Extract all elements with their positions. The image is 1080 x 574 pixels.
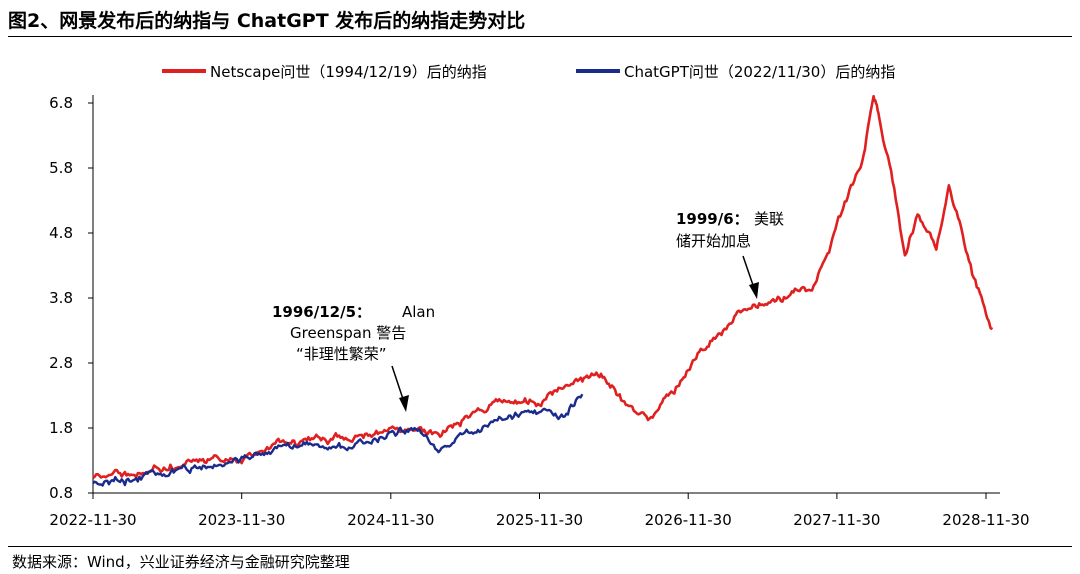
x-tick-label: 2022-11-30 <box>49 511 136 529</box>
annotation-1-arrow <box>391 365 405 403</box>
y-tick-label: 0.8 <box>49 484 73 502</box>
series-layer <box>92 94 994 487</box>
x-tick-label: 2024-11-30 <box>347 511 434 529</box>
title-underline <box>8 36 1072 37</box>
annotation-2-arrow <box>742 255 755 289</box>
series-line-netscape <box>92 94 994 479</box>
y-tick-label: 2.8 <box>49 354 73 372</box>
x-tick-label: 2025-11-30 <box>496 511 583 529</box>
annotation-1-line3: “非理性繁荣” <box>296 345 387 363</box>
y-tick-label: 1.8 <box>49 419 73 437</box>
annotations: 1996/12/5： Alan Greenspan 警告 “非理性繁荣” 199… <box>272 210 784 412</box>
x-tick-label: 2028-11-30 <box>942 511 1029 529</box>
footer-rule <box>8 546 1072 547</box>
annotation-1-date: 1996/12/5： <box>272 303 371 321</box>
annotation-2-line1: 美联 <box>754 210 784 228</box>
y-tick-label: 6.8 <box>49 94 73 112</box>
chart-legend: Netscape问世（1994/12/19）后的纳指 ChatGPT问世（202… <box>162 63 895 81</box>
legend-label-chatgpt: ChatGPT问世（2022/11/30）后的纳指 <box>624 63 895 81</box>
source-note: 数据来源：Wind，兴业证券经济与金融研究院整理 <box>12 553 350 571</box>
legend-label-netscape: Netscape问世（1994/12/19）后的纳指 <box>210 63 487 81</box>
x-tick-label: 2027-11-30 <box>793 511 880 529</box>
chart-axes: 0.8 1.8 2.8 3.8 4.8 5.8 6.8 2022-11-30 2023-11-3… <box>49 94 1029 529</box>
annotation-2-arrowhead <box>749 282 759 299</box>
annotation-1-line2: Greenspan 警告 <box>290 324 406 342</box>
y-tick-label: 4.8 <box>49 224 73 242</box>
chart-title: 图2、网景发布后的纳指与 ChatGPT 发布后的纳指走势对比 <box>8 10 526 32</box>
y-tick-label: 5.8 <box>49 159 73 177</box>
annotation-2-line2: 储开始加息 <box>676 232 751 250</box>
series-line-chatgpt <box>92 393 584 487</box>
x-tick-label: 2023-11-30 <box>198 511 285 529</box>
y-tick-label: 3.8 <box>49 289 73 307</box>
annotation-1-line1: Alan <box>402 303 435 321</box>
line-chart: Netscape问世（1994/12/19）后的纳指 ChatGPT问世（202… <box>49 63 1029 529</box>
annotation-2-date: 1999/6： <box>676 210 749 228</box>
annotation-1-arrowhead <box>399 395 409 412</box>
x-tick-label: 2026-11-30 <box>645 511 732 529</box>
